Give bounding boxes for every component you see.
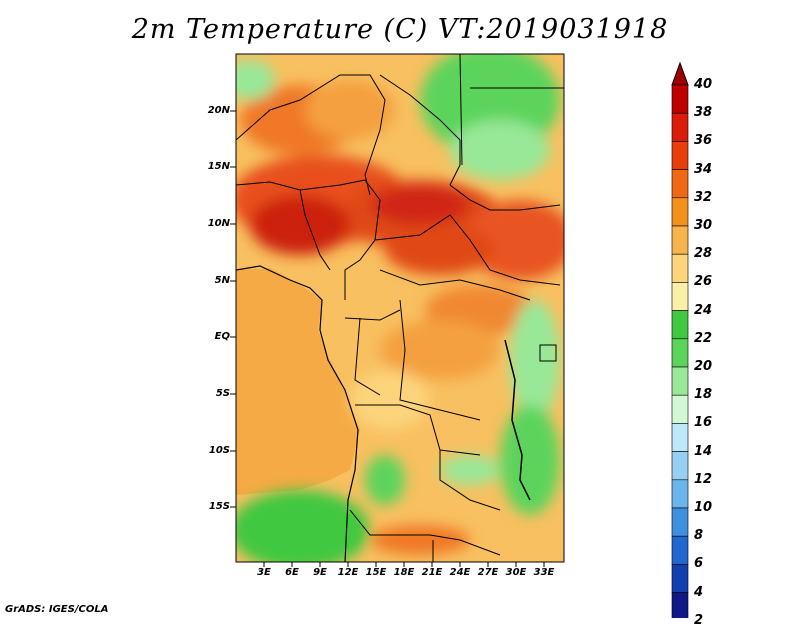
lat-label: EQ [214, 331, 230, 342]
lon-tick-marks [263, 562, 545, 567]
credit-text: GrADS: IGES/COLA [5, 604, 109, 615]
lon-label: 9E [313, 567, 327, 578]
temperature-field [236, 54, 564, 562]
lon-label: 30E [505, 567, 527, 578]
colorbar-swatch [671, 564, 689, 593]
lon-label: 24E [449, 567, 471, 578]
lat-label: 5S [215, 388, 230, 399]
colorbar-tick-label: 4 [694, 584, 704, 600]
colorbar-swatch [671, 592, 689, 618]
colorbar-tick-label: 2 [694, 612, 704, 628]
rift-lakes [504, 339, 531, 501]
colorbar-swatch [671, 197, 689, 227]
ocean-region [236, 268, 360, 495]
colorbar-swatch [671, 225, 689, 255]
colorbar-swatch [671, 84, 689, 114]
lon-label: 21E [421, 567, 443, 578]
lon-label: 18E [393, 567, 415, 578]
map-frame [235, 53, 565, 563]
map-title: 2m Temperature (C) VT:2019031918 [131, 14, 669, 45]
lon-label: 3E [257, 567, 271, 578]
colorbar-tick-label: 12 [694, 471, 713, 487]
colorbar-top-arrow [671, 61, 689, 86]
colorbar-tick-label: 10 [694, 500, 713, 515]
lat-tick-marks [230, 110, 236, 508]
colorbar-swatch [671, 141, 689, 170]
lon-label: 15E [365, 567, 387, 578]
lat-label: 15S [208, 501, 230, 512]
colorbar-tick-label: 18 [694, 387, 713, 403]
lat-label: 15N [207, 161, 230, 172]
colorbar-tick-label: 40 [694, 77, 713, 92]
colorbar-tick-label: 22 [694, 330, 713, 346]
colorbar [671, 61, 689, 618]
colorbar-swatch [671, 451, 689, 481]
colorbar-swatch [671, 479, 689, 509]
colorbar-tick-label: 16 [694, 415, 713, 431]
colorbar-tick-label: 38 [694, 105, 713, 121]
colorbar-tick-label: 24 [694, 302, 713, 318]
colorbar-swatch [671, 423, 689, 452]
colorbar-tick-label: 6 [694, 556, 704, 572]
colorbar-swatch [671, 394, 689, 424]
colorbar-tick-label: 36 [694, 133, 713, 149]
lake-victoria [539, 344, 557, 362]
colorbar-tick-label: 32 [694, 189, 713, 205]
colorbar-swatch [671, 507, 689, 537]
colorbar-swatch [671, 253, 689, 283]
colorbar-tick-label: 8 [694, 528, 704, 544]
country-borders [236, 54, 564, 562]
colorbar-swatch [671, 282, 689, 311]
lat-label: 10S [208, 445, 230, 456]
colorbar-swatch [671, 169, 689, 199]
colorbar-tick-label: 30 [694, 218, 713, 233]
lon-label: 27E [477, 567, 499, 578]
coastline [236, 265, 359, 562]
colorbar-tick-label: 34 [694, 161, 713, 177]
colorbar-swatch [671, 338, 689, 368]
colorbar-swatch [671, 366, 689, 396]
lon-label: 6E [285, 567, 299, 578]
lat-label: 20N [207, 105, 230, 116]
lat-label: 10N [207, 218, 230, 229]
colorbar-tick-label: 14 [694, 443, 713, 459]
colorbar-swatch [671, 310, 689, 340]
colorbar-tick-label: 26 [694, 274, 713, 290]
lon-label: 33E [533, 567, 555, 578]
colorbar-tick-label: 20 [694, 359, 713, 374]
lon-label: 12E [337, 567, 359, 578]
colorbar-tick-label: 28 [694, 246, 713, 262]
lat-label: 5N [214, 275, 230, 286]
colorbar-swatch [671, 535, 689, 565]
colorbar-swatch [671, 112, 689, 142]
